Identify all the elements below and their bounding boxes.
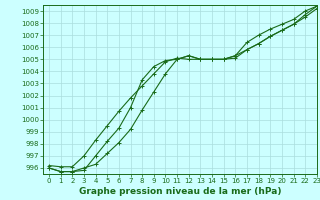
X-axis label: Graphe pression niveau de la mer (hPa): Graphe pression niveau de la mer (hPa)	[79, 187, 281, 196]
